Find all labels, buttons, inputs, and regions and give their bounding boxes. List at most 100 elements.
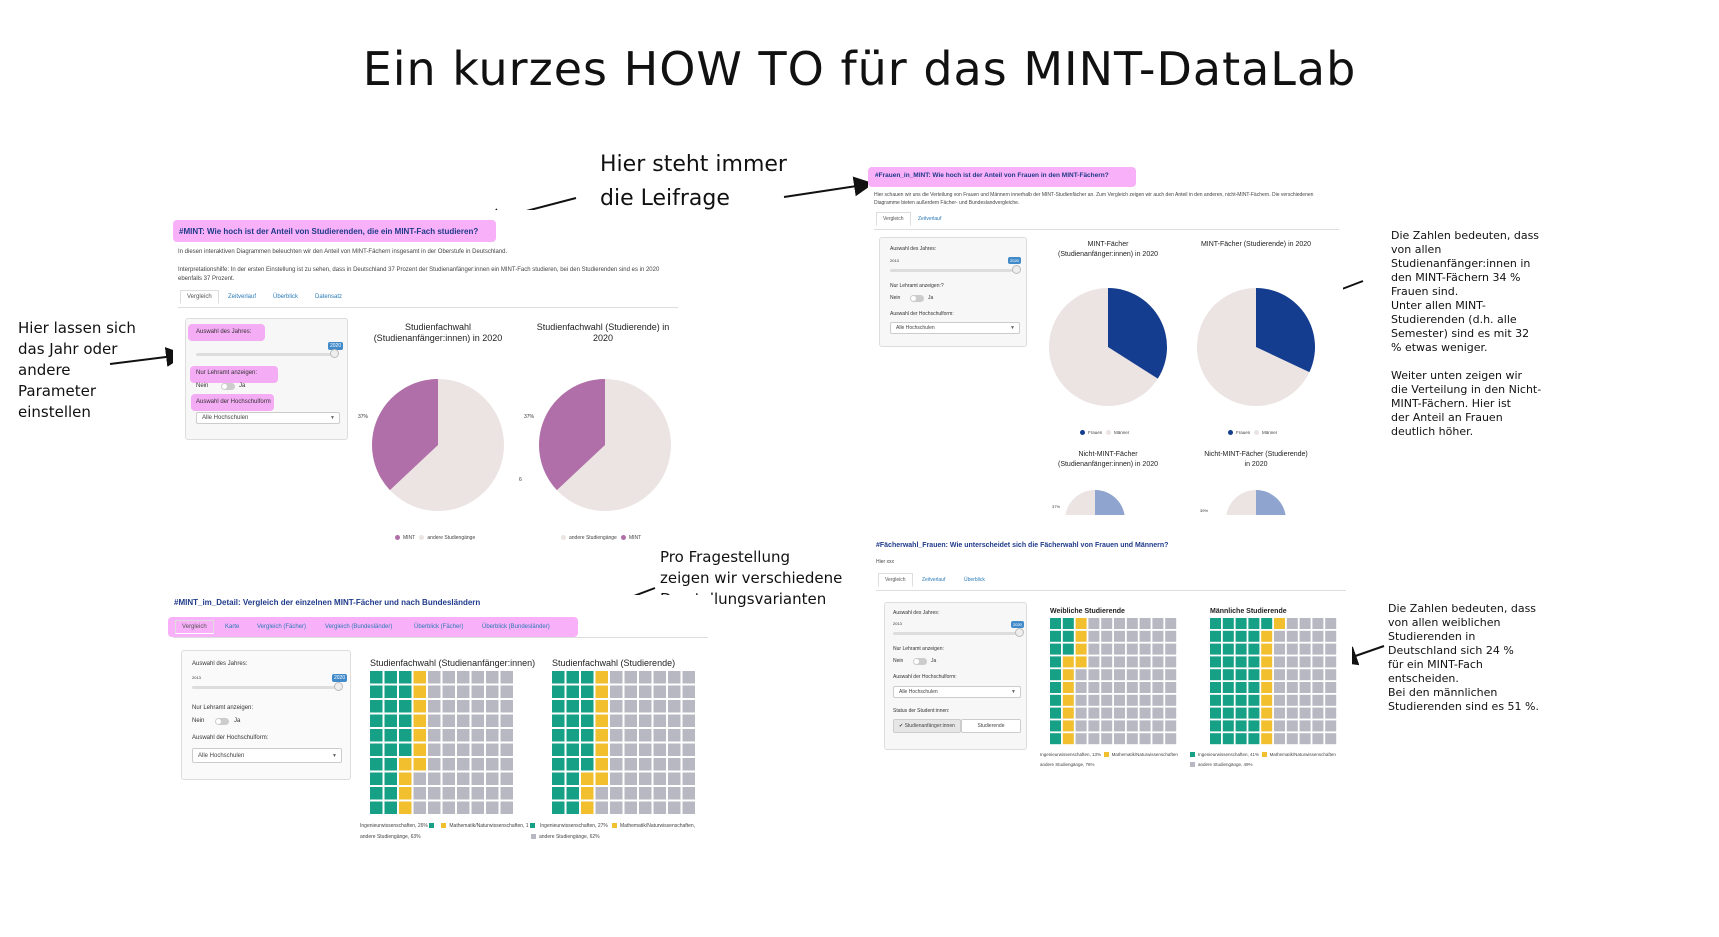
status-label: Status der Student:innen: (893, 708, 950, 714)
waffle-cell (639, 671, 652, 684)
waffle-cell (653, 758, 666, 771)
waffle-cell (1062, 733, 1074, 745)
tab-vergleich[interactable]: Vergleich (878, 573, 913, 587)
tab-karte[interactable]: Karte (225, 624, 240, 630)
waffle-cell (1312, 618, 1324, 629)
tab-vergleich[interactable]: Vergleich (180, 290, 219, 304)
intro-text: In diesen interaktiven Diagrammen beleuc… (178, 249, 508, 255)
waffle-cell (668, 787, 681, 800)
waffle-cell (1325, 694, 1337, 706)
question-highlight (173, 220, 496, 242)
waffle-cell (1248, 707, 1260, 719)
waffle-cell (442, 729, 455, 742)
waffle-cell (1325, 643, 1337, 655)
waffle-cell (384, 700, 397, 713)
page-title: Ein kurzes HOW TO für das MINT-DataLab (362, 42, 1357, 96)
waffle-cell (1152, 707, 1164, 719)
waffle-cell (610, 743, 623, 756)
hochschulform-select[interactable]: Alle Hochschulen ▼ (196, 412, 340, 424)
year-label: Auswahl des Jahres: (192, 661, 248, 667)
toggle-no: Nein (192, 718, 205, 724)
tab-bar: Vergleich Zeitverlauf (874, 212, 1339, 230)
tab-zeitverlauf[interactable]: Zeitverlauf (922, 577, 946, 583)
tab-datensatz[interactable]: Datensatz (315, 294, 343, 300)
panel-frauen-in-mint: #Frauen_in_MINT: Wie hoch ist der Anteil… (868, 162, 1343, 517)
waffle-legend-1: Ingenieurwissenschaften, 26% Mathematik/… (360, 823, 538, 829)
waffle-cell (566, 801, 579, 814)
lehramt-toggle[interactable] (913, 658, 927, 665)
waffle-cell (1248, 618, 1260, 629)
waffle-cell (1235, 682, 1247, 693)
waffle-cell (1152, 720, 1164, 732)
waffle-cell (1152, 733, 1164, 745)
waffle-cell (428, 685, 441, 698)
tab-ueberblick[interactable]: Überblick (964, 577, 985, 583)
waffle-cell (1114, 707, 1125, 719)
waffle-cell (1248, 733, 1260, 745)
hochschulform-select[interactable]: Alle Hochschulen ▼ (192, 748, 342, 763)
lehramt-toggle[interactable] (215, 718, 229, 725)
waffle-cell (1210, 733, 1221, 745)
year-slider[interactable] (192, 686, 340, 689)
panel-mint: #MINT: Wie hoch ist der Anteil von Studi… (173, 210, 683, 550)
tab-ueberblick-bundeslaender[interactable]: Überblick (Bundesländer) (482, 624, 550, 630)
tab-vergleich[interactable]: Vergleich (175, 620, 214, 634)
tab-vergleich[interactable]: Vergleich (876, 212, 911, 226)
year-slider[interactable] (196, 353, 336, 356)
waffle-cell (370, 758, 383, 771)
waffle-cell (1235, 656, 1247, 668)
waffle-cell (1210, 618, 1221, 629)
waffle-cell (457, 772, 470, 785)
waffle-cell (399, 685, 412, 698)
waffle-cell (1152, 669, 1164, 681)
waffle-cell (1101, 682, 1113, 693)
tab-ueberblick-faecher[interactable]: Überblick (Fächer) (414, 624, 464, 630)
waffle-cell (1165, 733, 1177, 745)
waffle-title-2: Männliche Studierende (1210, 608, 1287, 615)
status-button-studierende[interactable]: Studierende (961, 719, 1021, 733)
year-slider[interactable] (893, 632, 1019, 635)
waffle-cell (1261, 656, 1273, 668)
waffle-cell (1101, 694, 1113, 706)
tab-vergleich-bundeslaender[interactable]: Vergleich (Bundesländer) (325, 624, 393, 630)
lehramt-label: Nur Lehramt anzeigen: (893, 646, 944, 652)
waffle-cell (595, 772, 608, 785)
year-slider[interactable] (890, 269, 1018, 272)
year-slider-handle[interactable] (334, 682, 343, 691)
waffle-cell (595, 714, 608, 727)
waffle-cell (1075, 682, 1087, 693)
waffle-cell (682, 758, 695, 771)
hochschulform-select[interactable]: Alle Hochschulen ▼ (890, 322, 1020, 334)
waffle-cell (1274, 618, 1285, 629)
waffle-cell (399, 772, 412, 785)
waffle-cell (682, 729, 695, 742)
waffle-cell (682, 743, 695, 756)
waffle-cell (370, 772, 383, 785)
lehramt-toggle[interactable] (910, 295, 924, 302)
waffle-cell (500, 729, 513, 742)
waffle-cell (1235, 720, 1247, 732)
waffle-cell (1152, 643, 1164, 655)
waffle-cell (552, 758, 565, 771)
tab-ueberblick[interactable]: Überblick (273, 294, 299, 300)
waffle-cell (500, 772, 513, 785)
tab-zeitverlauf[interactable]: Zeitverlauf (918, 216, 942, 222)
year-slider-handle[interactable] (1015, 628, 1024, 637)
waffle-cell (1261, 669, 1273, 681)
waffle-cell (457, 743, 470, 756)
year-slider-handle[interactable] (1012, 265, 1021, 274)
waffle-cell (486, 671, 499, 684)
waffle-cell (1210, 682, 1221, 693)
waffle-cell (457, 787, 470, 800)
lehramt-toggle[interactable] (221, 383, 235, 390)
status-button-anfaenger[interactable]: ✔ Studienanfänger:innen (893, 719, 961, 733)
hochschulform-select[interactable]: Alle Hochschulen ▼ (893, 686, 1021, 698)
waffle-cell (413, 758, 426, 771)
year-slider-handle[interactable] (330, 349, 339, 358)
waffle-cell (1325, 733, 1337, 745)
pie-slice-mint (372, 379, 438, 491)
waffle-cell (1274, 733, 1285, 745)
waffle-cell (1165, 669, 1177, 681)
tab-zeitverlauf[interactable]: Zeitverlauf (228, 294, 257, 300)
tab-vergleich-faecher[interactable]: Vergleich (Fächer) (257, 624, 307, 630)
